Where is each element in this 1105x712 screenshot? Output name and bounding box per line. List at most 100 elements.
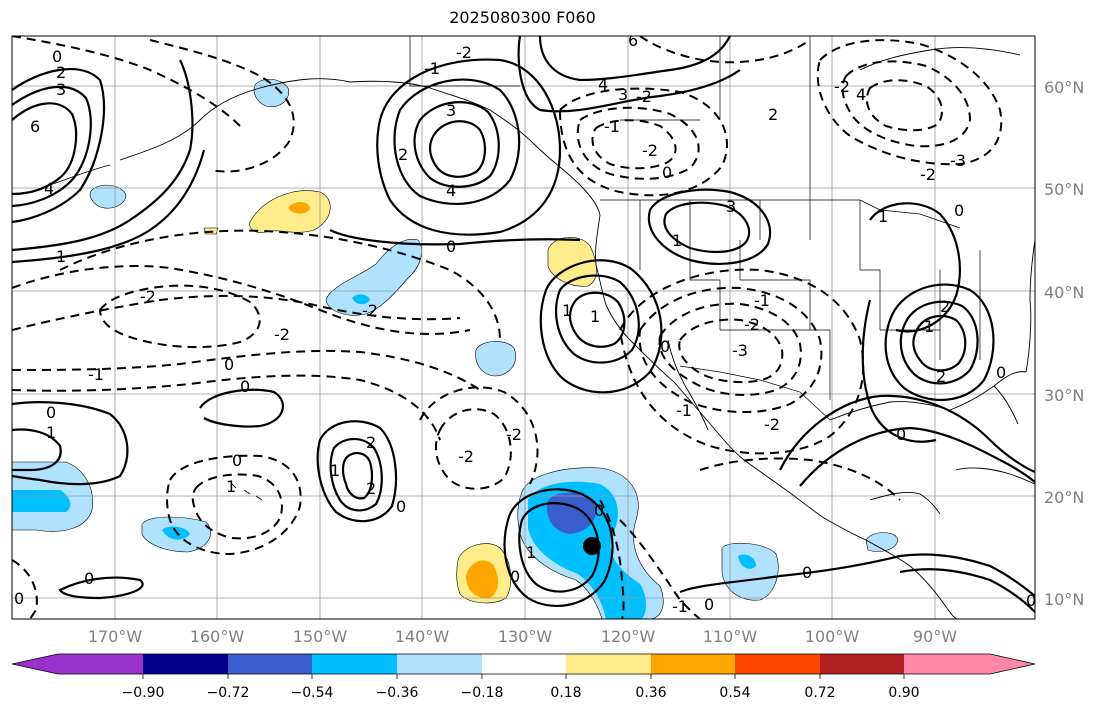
contour-label: 0 xyxy=(954,201,964,220)
shade-yellow-nepac xyxy=(249,190,331,233)
map-frame xyxy=(11,35,1036,620)
contour-label: 0 xyxy=(232,451,242,470)
lon-label: 90°W xyxy=(913,627,957,646)
contour-label: -2 xyxy=(764,415,780,434)
contour-label: -2 xyxy=(834,77,850,96)
contour-neg-mid-2 xyxy=(658,302,802,396)
contour-neg-west-2 xyxy=(12,294,461,331)
contour-tc-neg-2 xyxy=(619,519,701,619)
contour-hawaii-zero xyxy=(199,388,284,428)
contour-label: 0 xyxy=(662,163,672,182)
colorbar-tick-label: −0.36 xyxy=(376,685,419,701)
east-coast xyxy=(1025,239,1035,373)
contour-label: 2 xyxy=(940,297,950,316)
contour-alaska-high-4 xyxy=(12,59,194,252)
shade-blue-offshore xyxy=(475,341,516,377)
lon-label: 110°W xyxy=(703,627,758,646)
contour-neg-west-4 xyxy=(59,229,501,341)
contour-label: 2 xyxy=(768,105,778,124)
contour-label: -1 xyxy=(754,291,770,310)
colorbar-tick-label: −0.18 xyxy=(461,685,504,701)
florida xyxy=(993,385,1019,425)
hawaii-islands xyxy=(231,483,263,501)
contour-label: -2 xyxy=(456,43,472,62)
contour-label-group: 0 2 3 6 4 1 -2 -1 0 -2 0 0 1 0 1 0 0 2 1… xyxy=(14,31,1036,616)
contour-zero-south xyxy=(779,394,1035,474)
contour-ca-high-1 xyxy=(554,274,640,364)
contour-gulf-high-5 xyxy=(329,229,581,246)
contour-subtrop-2 xyxy=(329,437,383,512)
contour-tc-2 xyxy=(503,488,614,608)
contour-alaska-high-2 xyxy=(12,85,92,208)
contour-label: 2 xyxy=(366,433,376,452)
contour-neg-north-2 xyxy=(591,119,677,170)
contour-label: 0 xyxy=(46,403,56,422)
contour-east-high-5 xyxy=(861,299,937,443)
contour-yukon-1 xyxy=(517,36,741,113)
contour-label: -3 xyxy=(950,151,966,170)
shade-blue-caribbean xyxy=(865,532,899,552)
colorbar-segment xyxy=(735,654,820,674)
colorbar-segment-high-extend xyxy=(904,654,1035,674)
lat-label: 20°N xyxy=(1044,488,1084,507)
contour-label: 0 xyxy=(84,569,94,588)
cuba xyxy=(955,467,1035,485)
shade-orange-south xyxy=(466,560,499,599)
lon-label: 150°W xyxy=(293,627,348,646)
contour-label: -1 xyxy=(424,59,440,78)
contour-neg-west-3 xyxy=(98,284,261,349)
colorbar-ticks xyxy=(142,674,905,679)
contour-label: 2 xyxy=(936,367,946,386)
contour-label: 1 xyxy=(226,477,236,496)
contours-solid xyxy=(12,36,1035,613)
contour-east-high-1 xyxy=(884,283,995,401)
contour-neg-sub-2 xyxy=(419,386,539,485)
contour-label: -2 xyxy=(642,141,658,160)
colorbar-tick-label: 0.18 xyxy=(550,685,581,701)
shade-blue-gulf xyxy=(89,184,127,209)
contour-label: -2 xyxy=(506,425,522,444)
lat-label: 40°N xyxy=(1044,283,1084,302)
contour-neg-hawaii-2 xyxy=(191,473,283,540)
contour-gulf-high-2 xyxy=(413,101,500,188)
contour-label: 1 xyxy=(924,317,934,336)
contour-label: 6 xyxy=(628,31,638,50)
contour-south-neg xyxy=(699,457,901,501)
contour-label: -2 xyxy=(458,447,474,466)
colorbar-segment-low-fill xyxy=(58,654,143,674)
contour-neg-north-1 xyxy=(576,106,700,180)
contour-neg-mid-1 xyxy=(638,286,823,414)
lon-label: 160°W xyxy=(190,627,245,646)
contour-west-edge xyxy=(12,559,38,619)
contour-label: 3 xyxy=(618,85,628,104)
contour-label: 4 xyxy=(44,179,54,198)
contour-label: 0 xyxy=(1026,591,1036,610)
contour-label: 0 xyxy=(396,497,406,516)
contour-alaska-high-5 xyxy=(12,149,206,264)
colorbar-tick-label: 0.54 xyxy=(719,685,750,701)
map-title: 2025080300 F060 xyxy=(449,8,596,27)
contour-south-zero xyxy=(58,576,144,600)
colorbar-tick-label: −0.54 xyxy=(291,685,334,701)
shade-blue-central xyxy=(325,238,422,316)
contour-label: 4 xyxy=(446,181,456,200)
colorbar-segment xyxy=(566,654,651,674)
contours-dashed xyxy=(12,36,1003,619)
contour-label: 3 xyxy=(56,80,66,99)
contour-label: 2 xyxy=(398,145,408,164)
contour-nw-neg xyxy=(639,36,811,64)
contour-tc-1 xyxy=(518,502,600,593)
contour-neg-west-5 xyxy=(12,349,481,391)
colorbar-segment-low-extend xyxy=(12,654,58,674)
contour-label: 1 xyxy=(562,301,572,320)
contour-label: -2 xyxy=(744,315,760,334)
contour-label: 0 xyxy=(52,47,62,66)
contour-label: 1 xyxy=(330,461,340,480)
contour-label: 0 xyxy=(704,595,714,614)
colorbar-segment xyxy=(312,654,397,674)
lat-label: 10°N xyxy=(1044,590,1084,609)
contour-label: 0 xyxy=(594,501,604,520)
contour-label: 3 xyxy=(726,197,736,216)
contour-neg-hudson-1 xyxy=(816,39,1003,166)
